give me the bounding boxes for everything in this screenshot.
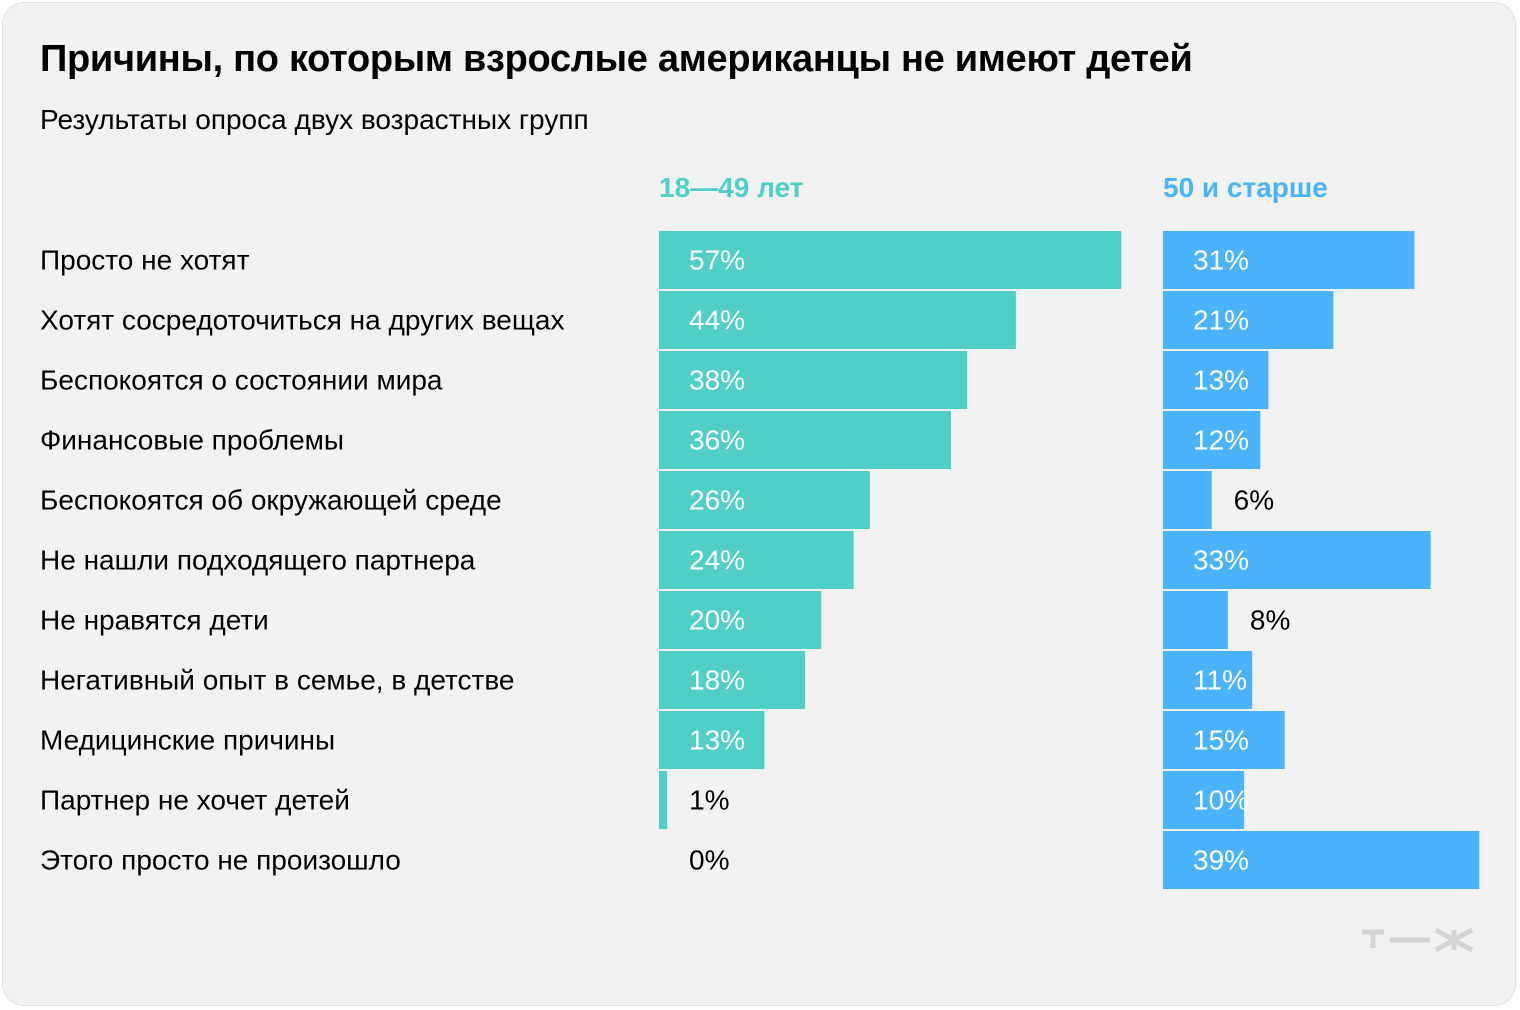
bar-young: [659, 771, 668, 829]
value-label-young: 20%: [689, 605, 745, 636]
category-label: Просто не хотят: [40, 245, 250, 276]
bar-old: [1163, 531, 1431, 589]
bar-old: [1163, 411, 1261, 469]
series-header-50-plus: 50 и старше: [1163, 172, 1328, 203]
value-label-young: 1%: [689, 785, 729, 816]
value-label-old: 39%: [1193, 845, 1249, 876]
bar-old: [1163, 291, 1334, 349]
bar-old: [1163, 351, 1269, 409]
bar-young: [659, 711, 765, 769]
bar-young: [659, 411, 951, 469]
value-label-young: 38%: [689, 365, 745, 396]
bar-old: [1163, 591, 1228, 649]
bar-old: [1163, 771, 1245, 829]
bar-young: [659, 351, 968, 409]
bar-old: [1163, 711, 1285, 769]
value-label-young: 13%: [689, 725, 745, 756]
value-label-old: 8%: [1250, 605, 1290, 636]
bar-old: [1163, 831, 1480, 889]
value-label-young: 44%: [689, 305, 745, 336]
bar-young: [659, 471, 870, 529]
category-label: Негативный опыт в семье, в детстве: [40, 665, 514, 696]
category-label: Медицинские причины: [40, 725, 335, 756]
value-label-old: 15%: [1193, 725, 1249, 756]
value-label-old: 31%: [1193, 245, 1249, 276]
value-label-old: 33%: [1193, 545, 1249, 576]
value-label-old: 10%: [1193, 785, 1249, 816]
bar-young: [659, 291, 1016, 349]
bar-young: [659, 591, 822, 649]
series-header-18-49: 18—49 лет: [659, 172, 804, 203]
value-label-old: 13%: [1193, 365, 1249, 396]
category-label: Партнер не хочет детей: [40, 785, 350, 816]
bar-old: [1163, 651, 1253, 709]
value-label-young: 57%: [689, 245, 745, 276]
category-label: Беспокоятся о состоянии мира: [40, 365, 443, 396]
bar-old: [1163, 471, 1212, 529]
chart-subtitle: Результаты опроса двух возрастных групп: [40, 104, 589, 135]
value-label-young: 18%: [689, 665, 745, 696]
value-label-old: 21%: [1193, 305, 1249, 336]
category-label: Не нашли подходящего партнера: [40, 545, 476, 576]
bar-young: [659, 651, 805, 709]
value-label-young: 26%: [689, 485, 745, 516]
value-label-young: 36%: [689, 425, 745, 456]
bar-old: [1163, 231, 1415, 289]
chart-title: Причины, по которым взрослые американцы …: [40, 38, 1193, 80]
category-label: Финансовые проблемы: [40, 425, 344, 456]
value-label-young: 0%: [689, 845, 729, 876]
value-label-old: 6%: [1234, 485, 1274, 516]
value-label-young: 24%: [689, 545, 745, 576]
tzh-logo-icon: [1362, 927, 1474, 953]
category-label: Этого просто не произошло: [40, 845, 401, 876]
value-label-old: 12%: [1193, 425, 1249, 456]
value-label-old: 11%: [1193, 665, 1247, 696]
category-label: Не нравятся дети: [40, 605, 269, 636]
category-label: Беспокоятся об окружающей среде: [40, 485, 502, 516]
category-label: Хотят сосредоточиться на других вещах: [40, 305, 564, 336]
bar-young: [659, 231, 1122, 289]
bar-young: [659, 531, 854, 589]
